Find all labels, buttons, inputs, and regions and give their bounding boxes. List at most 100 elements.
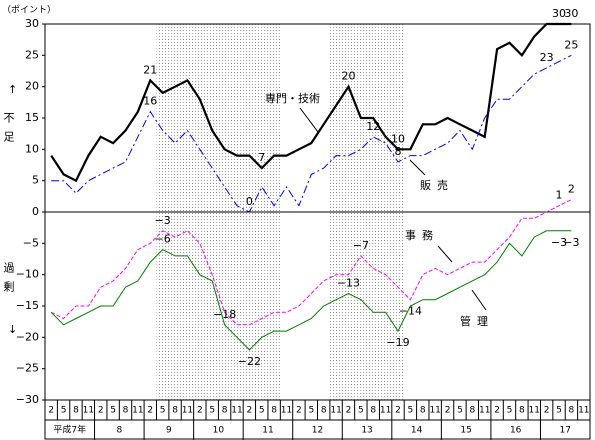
x-tick-label: 2 [98, 406, 104, 416]
x-tick-label: 8 [172, 406, 178, 416]
x-tick-label: 2 [494, 406, 500, 416]
year-label: 8 [116, 426, 122, 436]
value-label: 30 [552, 7, 566, 20]
year-label: 15 [460, 426, 471, 436]
year-label: 11 [262, 426, 273, 436]
series-line [50, 230, 572, 351]
y-bottom-label: 過剰 [2, 262, 15, 300]
x-tick-label: 8 [222, 406, 228, 416]
x-tick-label: 8 [420, 406, 426, 416]
x-tick-label: 5 [110, 406, 116, 416]
x-tick-label: 11 [529, 406, 540, 416]
y-tick-label: 30 [25, 17, 39, 30]
series-label: 販売 [420, 179, 454, 192]
year-label: 12 [312, 426, 323, 436]
series-line [50, 22, 572, 183]
x-tick-label: 5 [209, 406, 215, 416]
x-tick-label: 2 [197, 406, 203, 416]
y-unit: （ポイント） [2, 5, 56, 16]
x-tick-label: 5 [160, 406, 166, 416]
x-tick-label: 5 [457, 406, 463, 416]
y-tick-label: −25 [16, 362, 39, 375]
value-label: 23 [540, 51, 554, 64]
y-tick-label: −10 [16, 268, 39, 281]
y-tick-label: −20 [16, 330, 39, 343]
series-line [50, 199, 572, 326]
x-tick-label: 5 [259, 406, 265, 416]
x-tick-label: 11 [83, 406, 94, 416]
value-label: 20 [341, 70, 355, 83]
value-label: −19 [386, 336, 409, 349]
value-label: −3 [551, 236, 567, 249]
value-label: 7 [258, 151, 265, 164]
x-tick-label: 8 [370, 406, 376, 416]
x-tick-label: 11 [429, 406, 440, 416]
value-label: −18 [213, 308, 236, 321]
x-tick-label: 5 [507, 406, 513, 416]
year-label: 17 [560, 426, 571, 436]
value-label: 21 [143, 63, 157, 76]
value-label: 0 [246, 195, 253, 208]
value-label: −13 [337, 276, 360, 289]
value-label: 16 [143, 95, 157, 108]
series-line [51, 54, 572, 213]
series-arrow [437, 245, 453, 263]
year-label: 平成7年 [53, 424, 86, 436]
y-arrow-up: ↑ [8, 83, 17, 96]
x-tick-label: 11 [578, 406, 589, 416]
y-tick-label: 0 [32, 205, 39, 218]
y-tick-label: 15 [25, 111, 39, 124]
value-label: 10 [391, 132, 405, 145]
y-tick-label: 20 [25, 80, 39, 93]
value-label: −3 [155, 214, 171, 227]
value-label: 30 [564, 7, 578, 20]
x-tick-label: 8 [519, 406, 525, 416]
y-tick-label: 25 [25, 48, 39, 61]
value-label: 25 [564, 38, 578, 51]
value-label: 1 [556, 189, 563, 202]
x-tick-label: 2 [247, 406, 253, 416]
y-tick-label: −5 [23, 236, 39, 249]
value-label: −6 [155, 233, 171, 246]
value-label: −3 [563, 236, 579, 249]
x-tick-label: 5 [556, 406, 562, 416]
x-tick-label: 8 [321, 406, 327, 416]
value-label: 12 [366, 120, 380, 133]
x-tick-label: 11 [182, 406, 193, 416]
year-label: 13 [361, 426, 372, 436]
series-label: 専門・技術 [265, 92, 320, 105]
x-tick-label: 5 [308, 406, 314, 416]
x-tick-label: 8 [569, 406, 575, 416]
x-tick-label: 11 [231, 406, 242, 416]
series-label: 管理 [460, 314, 494, 328]
value-label: −22 [238, 355, 261, 368]
x-tick-label: 2 [48, 406, 54, 416]
x-tick-label: 5 [358, 406, 364, 416]
value-label: 8 [395, 145, 402, 158]
x-tick-label: 5 [408, 406, 414, 416]
x-tick-label: 11 [479, 406, 490, 416]
value-label: −14 [399, 305, 422, 318]
x-tick-label: 5 [61, 406, 67, 416]
x-tick-label: 2 [296, 406, 302, 416]
x-tick-label: 2 [544, 406, 550, 416]
y-tick-label: −30 [16, 393, 39, 406]
y-tick-label: −15 [16, 299, 39, 312]
x-tick-label: 11 [380, 406, 391, 416]
y-tick-label: 10 [25, 142, 39, 155]
y-top-label: 不足 [2, 112, 15, 150]
year-label: 9 [166, 426, 172, 436]
x-tick-label: 2 [346, 406, 352, 416]
value-label: −7 [353, 239, 369, 252]
y-tick-label: 5 [32, 174, 39, 187]
x-tick-label: 8 [73, 406, 79, 416]
x-tick-label: 11 [330, 406, 341, 416]
x-tick-label: 11 [132, 406, 143, 416]
series-arrow [409, 159, 426, 176]
y-arrow-down: ↓ [8, 323, 17, 336]
x-tick-label: 8 [469, 406, 475, 416]
x-tick-label: 2 [395, 406, 401, 416]
x-tick-label: 11 [281, 406, 292, 416]
x-tick-label: 2 [445, 406, 451, 416]
